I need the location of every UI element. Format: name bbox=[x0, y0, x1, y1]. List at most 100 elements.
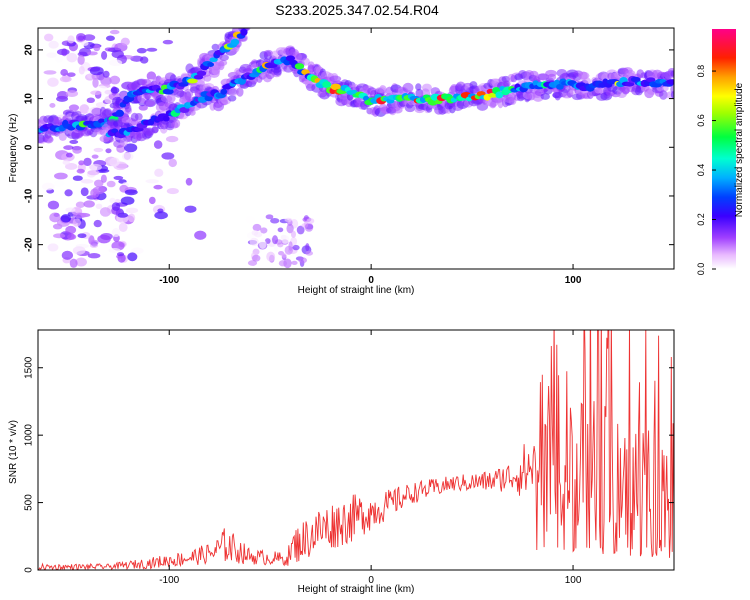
heatmap-cell bbox=[65, 152, 73, 158]
heatmap-cell bbox=[75, 201, 85, 208]
heatmap-cell bbox=[97, 234, 111, 244]
heatmap-cell bbox=[236, 87, 244, 97]
heatmap-cell bbox=[294, 52, 303, 62]
heatmap-cell bbox=[77, 35, 84, 41]
heatmap-cell bbox=[95, 102, 107, 108]
heatmap-cell bbox=[120, 196, 135, 205]
heatmap-cell bbox=[237, 20, 245, 27]
heatmap-cell bbox=[277, 227, 284, 233]
heatmap-cell bbox=[285, 55, 296, 62]
heatmap-cell bbox=[65, 207, 76, 213]
heatmap-cell bbox=[67, 35, 75, 44]
heatmap-cell bbox=[72, 175, 83, 181]
x-tick-label: -100 bbox=[159, 575, 179, 586]
heatmap-cell bbox=[280, 234, 290, 244]
heatmap-cell bbox=[94, 179, 104, 188]
heatmap-cell bbox=[109, 197, 116, 204]
heatmap-cell bbox=[646, 77, 656, 83]
heatmap-cell bbox=[110, 86, 120, 94]
heatmap-cell bbox=[61, 250, 74, 260]
heatmap-cell bbox=[670, 84, 674, 94]
heatmap-cell bbox=[245, 216, 255, 224]
heatmap-cell bbox=[83, 200, 95, 208]
heatmap-cell bbox=[148, 196, 156, 205]
heatmap-cell bbox=[143, 100, 156, 107]
heatmap-cell bbox=[78, 66, 85, 75]
heatmap-cell bbox=[264, 238, 271, 244]
heatmap-cell bbox=[101, 109, 113, 119]
heatmap-cell bbox=[65, 90, 79, 98]
heatmap-cell bbox=[265, 214, 274, 220]
heatmap-y-label: Frequency (Hz) bbox=[8, 114, 19, 183]
heatmap-cell bbox=[130, 55, 144, 62]
heatmap-cell bbox=[82, 34, 96, 41]
heatmap-cell bbox=[56, 48, 70, 56]
heatmap-cell bbox=[49, 103, 56, 108]
heatmap-cell bbox=[43, 135, 54, 144]
heatmap-cell bbox=[211, 43, 220, 51]
heatmap-cell bbox=[230, 38, 240, 46]
heatmap-cell bbox=[87, 170, 100, 176]
heatmap-cell bbox=[263, 49, 274, 57]
heatmap-cell bbox=[375, 86, 386, 94]
heatmap-cell bbox=[89, 66, 104, 76]
heatmap-cell bbox=[545, 69, 557, 77]
heatmap-cell bbox=[165, 135, 179, 143]
heatmap-cell bbox=[249, 237, 259, 246]
heatmap-cell bbox=[64, 189, 73, 197]
heatmap-cell bbox=[106, 180, 116, 188]
colorbar: 0.0 0.2 0.4 0.6 0.8 Normalized spectral ampl… bbox=[696, 29, 745, 275]
heatmap-cell bbox=[497, 98, 504, 109]
heatmap-y-ticks: -20 -10 0 10 20 bbox=[24, 44, 674, 252]
snr-series-line bbox=[38, 330, 674, 570]
heatmap-cell bbox=[108, 59, 123, 67]
heatmap-cell bbox=[322, 81, 332, 88]
y-tick-label: 20 bbox=[24, 44, 35, 56]
heatmap-cell bbox=[281, 253, 287, 259]
heatmap-cell bbox=[130, 247, 144, 255]
heatmap-cell bbox=[127, 252, 138, 262]
colorbar-tick-label: 0.8 bbox=[696, 65, 706, 78]
heatmap-cell bbox=[124, 143, 138, 153]
heatmap-cell bbox=[270, 217, 280, 224]
heatmap-cell bbox=[659, 90, 668, 100]
heatmap-cell bbox=[127, 213, 136, 223]
heatmap-cell bbox=[251, 230, 259, 236]
heatmap-cell bbox=[73, 212, 87, 219]
heatmap-cell bbox=[107, 159, 117, 165]
heatmap-cell bbox=[111, 202, 121, 211]
heatmap-cell bbox=[66, 233, 77, 240]
heatmap-cell bbox=[301, 57, 310, 66]
heatmap-cell bbox=[93, 44, 101, 52]
heatmap-cell bbox=[296, 225, 305, 235]
heatmap-cell bbox=[298, 257, 308, 264]
heatmap-cell bbox=[286, 223, 294, 234]
heatmap-cell bbox=[291, 260, 298, 265]
heatmap-cell bbox=[46, 52, 58, 58]
heatmap-cell bbox=[81, 41, 89, 46]
heatmap-cell bbox=[72, 145, 82, 154]
heatmap-cell bbox=[77, 233, 87, 239]
y-tick-label: 10 bbox=[24, 93, 35, 105]
heatmap-cell bbox=[162, 39, 174, 45]
heatmap-cell bbox=[54, 54, 64, 63]
heatmap-cell bbox=[138, 104, 148, 111]
heatmap-cell bbox=[118, 222, 128, 233]
heatmap-cell bbox=[93, 147, 104, 153]
heatmap-cell bbox=[111, 227, 121, 238]
heatmap-cell bbox=[91, 107, 103, 116]
heatmap-cell bbox=[124, 189, 138, 196]
heatmap-cell bbox=[92, 77, 99, 88]
y-tick-label: -20 bbox=[24, 237, 35, 252]
heatmap-cell bbox=[53, 180, 65, 187]
heatmap-cell bbox=[404, 104, 416, 113]
heatmap-cell bbox=[278, 260, 288, 267]
x-tick-label: -100 bbox=[159, 275, 179, 286]
heatmap-cell bbox=[60, 214, 72, 223]
heatmap-cell bbox=[185, 177, 193, 186]
heatmap-cell bbox=[252, 223, 262, 232]
heatmap-cell bbox=[103, 136, 115, 143]
heatmap-cell bbox=[220, 88, 228, 95]
heatmap-cell bbox=[154, 168, 164, 177]
